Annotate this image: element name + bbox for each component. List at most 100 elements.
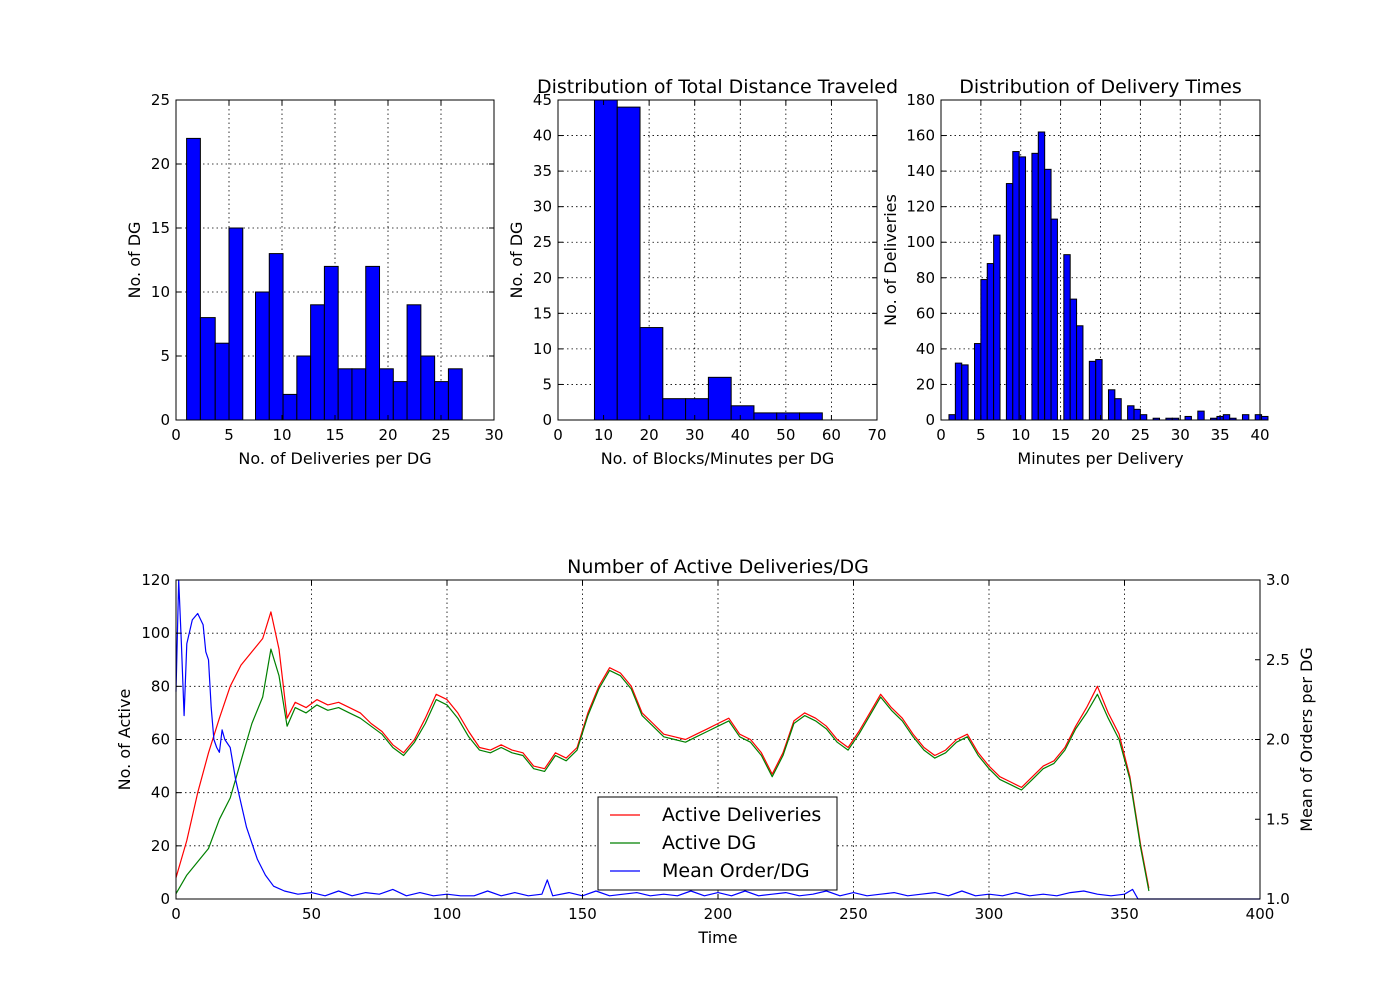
axes-frame-group: 0 10 20 30 40 50 60 70 0 5 10 15 20 25 30 35 40 45Distrib… [507, 76, 898, 468]
x-tick-label: 40 [1250, 426, 1269, 444]
y-tick-label: 10 [533, 340, 552, 358]
x-tick-label: 100 [433, 905, 462, 923]
histogram-bar [1197, 410, 1205, 421]
y2-tick-label: 2.5 [1266, 651, 1290, 669]
x-tick-label: 200 [704, 905, 733, 923]
y-tick-label: 40 [916, 340, 935, 358]
y-tick-label: 45 [533, 91, 552, 109]
y2-axis-label: Mean of Orders per DG [1297, 647, 1316, 831]
histogram-bar [1076, 325, 1084, 421]
legend-entry: Mean Order/DG [662, 860, 810, 882]
y-tick-label: 5 [542, 375, 552, 393]
y-tick-label: 15 [151, 219, 170, 237]
x-tick-label: 50 [302, 905, 321, 923]
histogram-bar [639, 327, 664, 421]
chart-4: 0 50 100 150 200 250 300 350 400 0 20 40 60 80 100 120 N… [115, 556, 1316, 947]
y-tick-label: 20 [151, 155, 170, 173]
histogram-bar [337, 368, 353, 421]
histogram-bar [199, 317, 216, 421]
y-tick-label: 30 [533, 198, 552, 216]
x-tick-label: 0 [553, 426, 563, 444]
y2-tick-label: 2.0 [1266, 731, 1290, 749]
y-tick-label: 80 [151, 677, 170, 695]
legend-entry: Active Deliveries [662, 804, 821, 826]
histogram-bar [351, 368, 367, 421]
histogram-bar [662, 398, 687, 421]
x-tick-label: 20 [1091, 426, 1110, 444]
histogram-bar [1050, 218, 1058, 421]
chart-title: Number of Active Deliveries/DG [567, 556, 869, 578]
histogram-bar [1012, 151, 1020, 421]
histogram-bar [1088, 360, 1097, 421]
y-tick-label: 25 [533, 233, 552, 251]
x-tick-label: 60 [822, 426, 841, 444]
histogram-bar [214, 342, 230, 421]
x-tick-label: 15 [1051, 426, 1070, 444]
histogram-bar [296, 355, 312, 421]
histogram-bar [406, 304, 422, 421]
y2-tick-label: 1.0 [1266, 890, 1290, 908]
legend: Active Deliveries Active DG Mean Order/DG [597, 796, 838, 891]
axes-frame [557, 99, 878, 421]
y-tick-label: 120 [906, 198, 935, 216]
y-tick-label: 20 [151, 837, 170, 855]
x-axis-label: Time [697, 928, 737, 947]
x-tick-label: 350 [1110, 905, 1139, 923]
y-tick-label: 40 [151, 784, 170, 802]
y2-tick-label: 3.0 [1266, 571, 1290, 589]
histogram-bar [186, 137, 201, 421]
y-tick-label: 80 [916, 269, 935, 287]
x-tick-label: 40 [731, 426, 750, 444]
histogram-bar [616, 106, 641, 421]
y-tick-label: 35 [533, 162, 552, 180]
histogram-bar [268, 253, 284, 421]
histogram-bar [255, 291, 270, 421]
histogram-bar [1063, 254, 1071, 421]
histogram-bar [753, 412, 778, 421]
x-tick-label: 25 [1131, 426, 1150, 444]
series-line-active-deliveries [175, 611, 1150, 889]
y-axis-label: No. of DG [125, 222, 144, 299]
histogram-bar [593, 99, 618, 421]
y-tick-label: 160 [906, 127, 935, 145]
y-tick-label: 40 [533, 127, 552, 145]
x-tick-label: 30 [1171, 426, 1190, 444]
y-tick-label: 60 [916, 304, 935, 322]
axes-frame-group: 0 5 10 15 20 25 30 35 40 0 20 40 60 80 100 120 140 160 180… [881, 76, 1270, 468]
y-tick-label: 0 [925, 411, 935, 429]
y-tick-label: 140 [906, 162, 935, 180]
histogram-bar [1018, 156, 1027, 421]
histogram-bar [730, 405, 755, 421]
histogram-bar [1261, 415, 1269, 421]
x-tick-label: 0 [171, 426, 181, 444]
y-tick-label: 25 [151, 91, 170, 109]
chart-2: 0 10 20 30 40 50 60 70 0 5 10 15 20 25 30 35 40 45Distrib… [507, 76, 898, 468]
y-tick-label: 20 [533, 269, 552, 287]
y-tick-label: 20 [916, 375, 935, 393]
histogram-bar [973, 343, 982, 421]
histogram-bar [1222, 414, 1231, 421]
x-tick-label: 250 [839, 905, 868, 923]
y-tick-label: 180 [906, 91, 935, 109]
histogram-bar [392, 381, 408, 421]
y-tick-label: 0 [542, 411, 552, 429]
y-tick-label: 10 [151, 283, 170, 301]
histogram-bar [420, 355, 436, 421]
chart-title: Distribution of Total Distance Traveled [537, 76, 898, 98]
histogram-bar [685, 398, 709, 421]
x-tick-label: 10 [272, 426, 291, 444]
x-tick-label: 300 [975, 905, 1004, 923]
x-tick-label: 0 [171, 905, 181, 923]
chart-3: 0 5 10 15 20 25 30 35 40 0 20 40 60 80 100 120 140 160 180… [881, 76, 1270, 468]
x-tick-label: 30 [685, 426, 704, 444]
histogram-bar [707, 376, 732, 421]
histogram-bar [447, 368, 463, 421]
y-tick-label: 60 [151, 731, 170, 749]
x-tick-label: 70 [867, 426, 886, 444]
x-axis-label: No. of Blocks/Minutes per DG [601, 449, 835, 468]
x-tick-label: 20 [378, 426, 397, 444]
histogram-bar [1114, 398, 1122, 421]
